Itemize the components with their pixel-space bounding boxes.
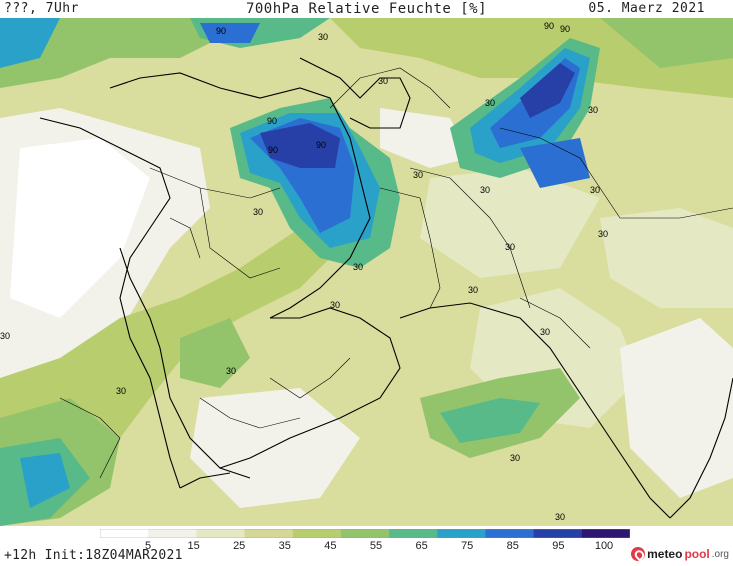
moist-band-horn-blue: [20, 453, 70, 508]
contour-label: 30: [378, 76, 388, 86]
moist-band-arabian-sea-core: [440, 398, 540, 443]
contour-label: 30: [330, 300, 340, 310]
legend-label: 85: [506, 540, 519, 552]
coastline-mediterranean-gulf: [109, 72, 371, 319]
brand-meteo: meteo: [647, 547, 683, 561]
border-ethiopia: [59, 397, 121, 479]
dry-region-india-south: [620, 318, 733, 498]
humidity-map[interactable]: 90 30 90 90 90 30 30 30 30 30 30 30 30 3…: [0, 18, 733, 526]
moist-band-oman: [180, 318, 250, 388]
contour-label: 90: [560, 24, 570, 34]
legend-swatch: [100, 529, 149, 538]
legend-label: 25: [233, 540, 246, 552]
border-iraq: [149, 167, 281, 199]
north-moist-east: [520, 138, 590, 188]
coastline-india-west: [399, 302, 671, 519]
legend-label: 15: [187, 540, 200, 552]
borders: [59, 67, 733, 479]
dry-region-iran-east: [420, 168, 600, 278]
legend-label: 45: [324, 540, 337, 552]
contour-label: 30: [353, 262, 363, 272]
contour-label: 30: [413, 170, 423, 180]
legend-swatch: [581, 529, 630, 538]
moist-band-turkey-core: [200, 23, 260, 43]
legend-label: 35: [278, 540, 291, 552]
contour-label: 30: [588, 105, 598, 115]
coastline-red-sea-west: [39, 117, 181, 489]
contour-label: 30: [505, 242, 515, 252]
color-scale-legend: [100, 529, 630, 538]
contour-labels: 90 30 90 90 90 30 30 30 30 30 30 30 30 3…: [0, 21, 608, 522]
legend-swatch: [533, 529, 583, 538]
legend-swatch: [148, 529, 197, 538]
legend-swatch: [292, 529, 342, 538]
contour-label: 30: [555, 512, 565, 522]
legend-labels: 5 15 25 35 45 55 65 75 85 95 100: [0, 540, 733, 554]
contour-label: 30: [510, 453, 520, 463]
contour-label: 90: [216, 26, 226, 36]
coastline-gulf-of-aden: [179, 472, 231, 489]
border-afghanistan: [409, 167, 531, 309]
iran-moist-core: [260, 123, 340, 168]
dry-region-arabian-sea: [190, 388, 360, 508]
contour-label: 30: [318, 32, 328, 42]
init-time-label: +12h Init:18Z04MAR2021: [4, 548, 183, 563]
coastline-india-east: [669, 377, 733, 519]
contour-label: 30: [485, 98, 495, 108]
contour-label: 30: [468, 285, 478, 295]
legend-swatch: [196, 529, 246, 538]
contour-label: 30: [598, 229, 608, 239]
dry-region-caspian: [380, 108, 470, 168]
moist-band-north-west: [0, 18, 220, 88]
contour-label: 90: [316, 140, 326, 150]
contour-label: 90: [267, 116, 277, 126]
border-caucasus: [329, 67, 451, 109]
legend-label: 55: [369, 540, 383, 552]
north-moist-core: [520, 63, 575, 118]
coastline-arabia-south: [219, 307, 401, 469]
contour-label: 30: [590, 185, 600, 195]
legend-swatch: [389, 529, 438, 538]
legend-label: 95: [552, 540, 565, 552]
coastlines: [39, 57, 733, 519]
border-iran-east: [379, 187, 441, 309]
brand-org: .org: [711, 548, 729, 560]
contour-label: 30: [0, 331, 10, 341]
legend-swatch: [340, 529, 390, 538]
moist-band-north-west-blue: [0, 18, 60, 68]
map-title: 700hPa Relative Feuchte [%]: [245, 1, 488, 17]
border-saudi-north: [199, 187, 281, 279]
border-pakistan-india: [519, 297, 591, 349]
contour-label: 30: [116, 386, 126, 396]
contour-label: 90: [268, 145, 278, 155]
contour-label: 30: [540, 327, 550, 337]
forecast-date: 05. Maerz 2021: [588, 1, 705, 16]
map-canvas: 90 30 90 90 90 30 30 30 30 30 30 30 30 3…: [0, 18, 733, 526]
moist-band-kazakh: [600, 18, 733, 68]
legend-label: 65: [415, 540, 428, 552]
border-himalaya: [499, 127, 733, 219]
dry-region-core: [10, 138, 150, 318]
legend-swatch: [437, 529, 486, 538]
legend-label: 75: [461, 540, 474, 552]
legend-label: 5: [144, 540, 152, 552]
border-jordan: [169, 217, 201, 259]
coastline-red-sea-east: [119, 247, 251, 479]
border-saudi-yemen: [199, 397, 301, 429]
legend-swatch: [485, 529, 535, 538]
legend-swatch: [244, 529, 294, 538]
meteopool-pin-icon: [631, 547, 646, 561]
forecast-time-label: ???, 7Uhr: [4, 1, 79, 16]
brand-pool: pool: [684, 547, 710, 561]
legend-label: 100: [594, 540, 614, 552]
contour-label: 30: [480, 185, 490, 195]
border-oman-yemen: [269, 357, 351, 399]
meteopool-logo[interactable]: meteo pool .org: [631, 547, 729, 561]
contour-label: 90: [544, 21, 554, 31]
dry-region-himalaya: [600, 208, 733, 308]
contour-label: 30: [253, 207, 263, 217]
coastline-caspian: [299, 57, 411, 129]
contour-label: 30: [226, 366, 236, 376]
